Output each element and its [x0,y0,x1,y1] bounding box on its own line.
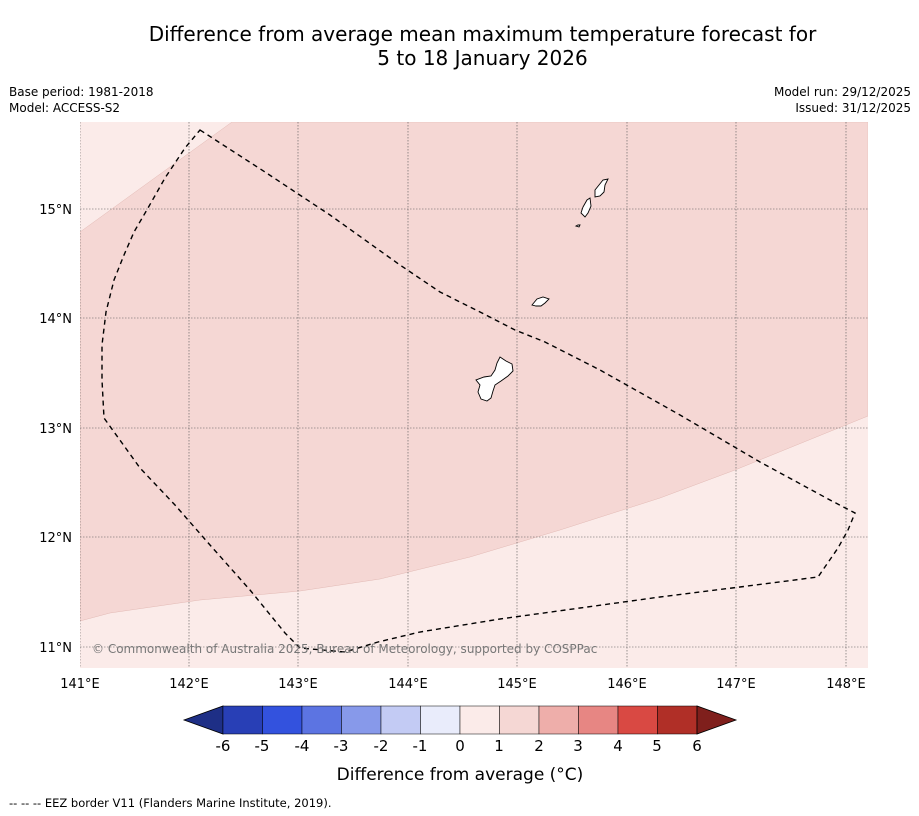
eez-border [101,129,856,653]
colorbar-segment [262,705,303,735]
colorbar [182,705,738,735]
colorbar-segment [459,705,500,735]
lat-tick: 11°N [39,641,72,656]
island-tinian [580,197,592,218]
colorbar-segment [222,705,263,735]
colorbar-tick: -2 [374,737,389,755]
lat-tick-labels: 11°N 12°N 13°N 14°N 15°N [39,203,72,656]
lon-tick: 143°E [278,677,318,692]
colorbar-tick: 2 [534,737,544,755]
colorbar-segment [380,705,421,735]
lon-tick: 144°E [388,677,428,692]
colorbar-tick: -6 [216,737,231,755]
colorbar-segment [578,705,619,735]
lat-tick: 14°N [39,312,72,327]
metadata-right: Model run: 29/12/2025 Issued: 31/12/2025 [774,84,911,116]
colorbar-tick: -1 [413,737,428,755]
lat-tick: 13°N [39,422,72,437]
lon-tick: 146°E [607,677,647,692]
island-aguijan [574,224,581,228]
colorbar-extend-high [696,705,738,735]
island-rota [531,296,550,307]
colorbar-tick: 0 [455,737,465,755]
colorbar-tick: 6 [692,737,702,755]
colorbar-segment [420,705,461,735]
title-line-1: Difference from average mean maximum tem… [148,22,817,46]
chart-title: Difference from average mean maximum tem… [0,22,919,70]
colorbar-segment [301,705,342,735]
colorbar-tick-labels: -6 -5 -4 -3 -2 -1 0 1 2 3 4 5 6 [216,737,702,755]
model-name: Model: ACCESS-S2 [9,101,121,115]
colorbar-segment [657,705,698,735]
lon-tick: 141°E [60,677,100,692]
colorbar-label: Difference from average (°C) [337,765,584,785]
map-area[interactable]: © Commonwealth of Australia 2025, Bureau… [80,122,868,668]
model-run: Model run: 29/12/2025 [773,85,911,99]
anomaly-region-1-2 [80,122,868,622]
colorbar-tick: 3 [573,737,583,755]
island-saipan [594,178,609,198]
colorbar-tick: -5 [255,737,270,755]
colorbar-tick: -3 [334,737,349,755]
colorbar-extend-low [182,705,224,735]
colorbar-tick: 5 [652,737,662,755]
lat-tick: 15°N [39,203,72,218]
colorbar-tick: 4 [613,737,623,755]
lon-tick: 148°E [826,677,866,692]
lon-tick: 142°E [169,677,209,692]
gridlines [80,122,868,668]
colorbar-tick: -4 [295,737,310,755]
lon-tick-labels: 141°E 142°E 143°E 144°E 145°E 146°E 147°… [60,677,866,692]
colorbar-segment [617,705,658,735]
lon-tick: 147°E [716,677,756,692]
island-guam [475,356,514,402]
colorbar-segment [341,705,382,735]
lat-tick: 12°N [39,531,72,546]
eez-legend-note: -- -- -- EEZ border V11 (Flanders Marine… [9,796,332,810]
title-line-2: 5 to 18 January 2026 [377,46,588,70]
islands [475,178,609,402]
metadata-left: Base period: 1981-2018 Model: ACCESS-S2 [9,84,154,116]
issued-date: Issued: 31/12/2025 [795,101,911,115]
colorbar-segment [538,705,579,735]
copyright-notice: © Commonwealth of Australia 2025, Bureau… [92,642,597,656]
colorbar-tick: 1 [494,737,504,755]
colorbar-segment [499,705,540,735]
lon-tick: 145°E [497,677,537,692]
base-period: Base period: 1981-2018 [9,85,154,99]
